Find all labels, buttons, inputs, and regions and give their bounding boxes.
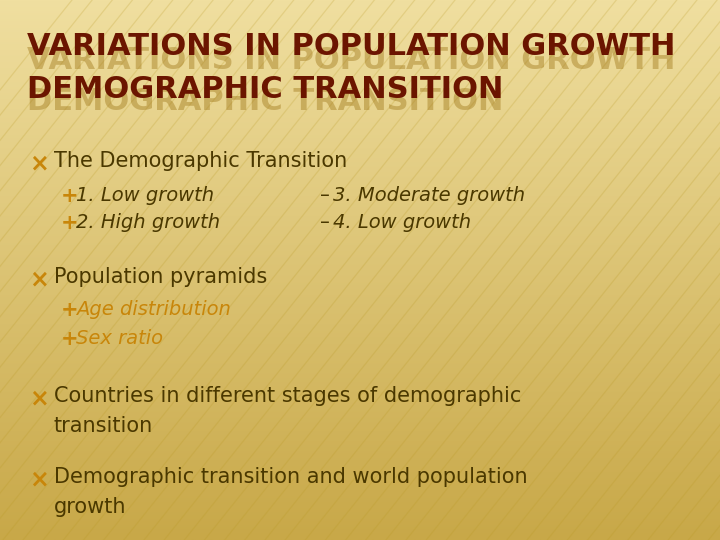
Text: +: + [61, 213, 78, 233]
Text: DEMOGRAPHIC TRANSITION: DEMOGRAPHIC TRANSITION [27, 75, 504, 104]
Text: 3. Moderate growth: 3. Moderate growth [333, 186, 525, 205]
Text: 4. Low growth: 4. Low growth [333, 213, 471, 232]
Text: –: – [320, 186, 330, 205]
Text: Age distribution: Age distribution [76, 300, 230, 319]
Text: ×: × [29, 267, 48, 291]
Text: ×: × [29, 386, 48, 410]
Text: VARIATIONS IN POPULATION GROWTH: VARIATIONS IN POPULATION GROWTH [27, 32, 676, 62]
Text: –: – [320, 213, 330, 232]
Text: Population pyramids: Population pyramids [54, 267, 267, 287]
Text: DEMOGRAPHIC TRANSITION: DEMOGRAPHIC TRANSITION [27, 87, 504, 117]
Text: VARIATIONS IN POPULATION GROWTH: VARIATIONS IN POPULATION GROWTH [27, 46, 676, 75]
Text: +: + [61, 300, 78, 320]
Text: ×: × [29, 467, 48, 491]
Text: +: + [61, 329, 78, 349]
Text: Demographic transition and world population
growth: Demographic transition and world populat… [54, 467, 528, 517]
Text: 2. High growth: 2. High growth [76, 213, 220, 232]
Text: Countries in different stages of demographic
transition: Countries in different stages of demogra… [54, 386, 521, 436]
Text: ×: × [29, 151, 48, 175]
Text: +: + [61, 186, 78, 206]
Text: Sex ratio: Sex ratio [76, 329, 163, 348]
Text: 1. Low growth: 1. Low growth [76, 186, 214, 205]
Text: The Demographic Transition: The Demographic Transition [54, 151, 347, 171]
